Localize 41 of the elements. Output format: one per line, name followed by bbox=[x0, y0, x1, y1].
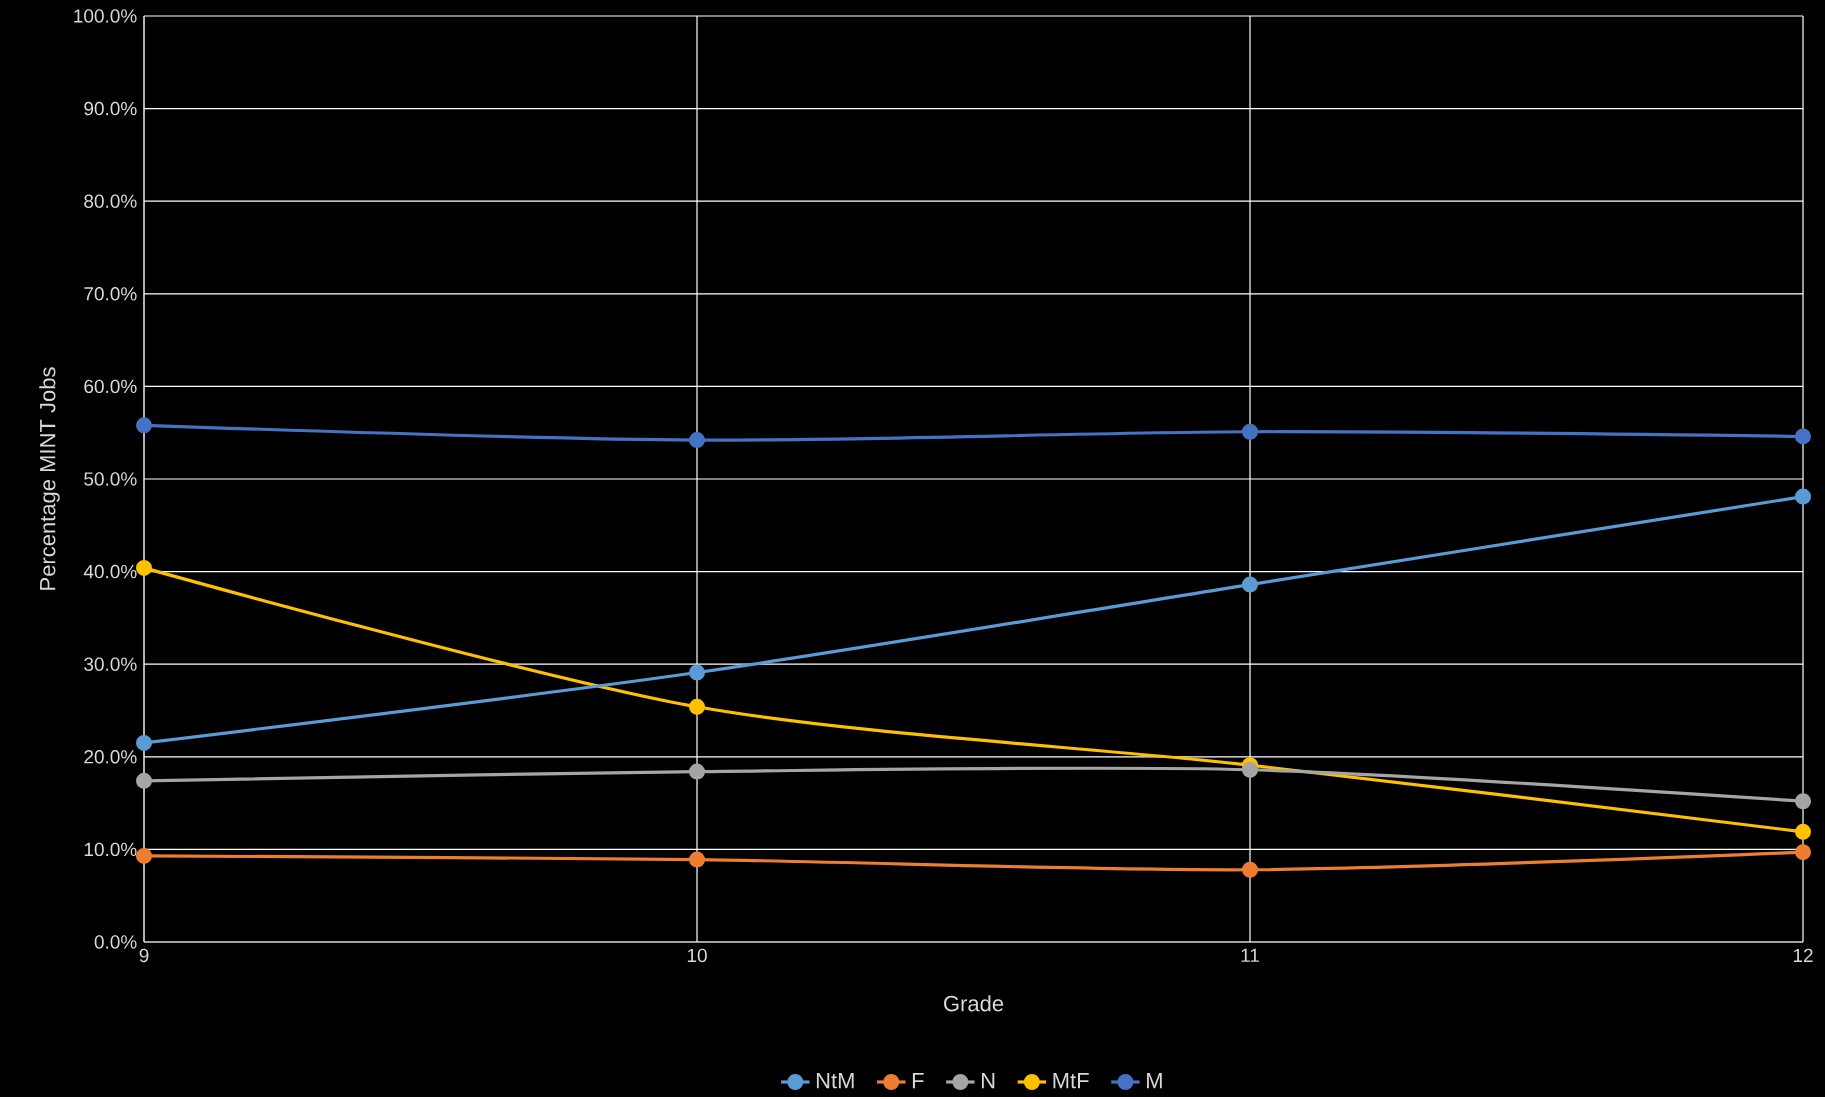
legend-label: N bbox=[981, 1073, 995, 1089]
point bbox=[689, 851, 706, 868]
y-tick-label: 50.0% bbox=[84, 472, 137, 486]
point bbox=[136, 559, 152, 576]
point bbox=[1795, 428, 1812, 445]
point bbox=[1242, 761, 1259, 778]
point bbox=[1242, 576, 1259, 593]
point bbox=[1795, 488, 1812, 505]
x-tick-label: 9 bbox=[139, 948, 149, 963]
point bbox=[1795, 823, 1812, 840]
point bbox=[689, 763, 706, 780]
y-tick-label: 100.0% bbox=[74, 9, 137, 23]
y-tick-label: 0.0% bbox=[94, 935, 137, 949]
y-tick-label: 10.0% bbox=[84, 842, 137, 857]
y-tick-label: 70.0% bbox=[84, 287, 137, 301]
y-tick-label: 90.0% bbox=[84, 101, 137, 116]
point bbox=[1795, 793, 1812, 810]
point bbox=[136, 417, 152, 434]
x-tick-label: 10 bbox=[687, 948, 707, 963]
point bbox=[689, 664, 706, 681]
point bbox=[136, 734, 152, 751]
y-tick-label: 40.0% bbox=[83, 564, 137, 579]
point bbox=[1795, 844, 1812, 861]
y-tick-label: 20.0% bbox=[84, 750, 137, 764]
legend-label: M bbox=[1147, 1073, 1162, 1089]
x-tick-label: 11 bbox=[1241, 948, 1259, 962]
point bbox=[689, 698, 706, 715]
point bbox=[136, 847, 152, 864]
x-tick-label: 12 bbox=[1793, 948, 1813, 962]
x-axis-title: Grade bbox=[944, 995, 1004, 1012]
y-axis-title: Percentage MINT Jobs bbox=[39, 367, 60, 590]
y-tick-label: 60.0% bbox=[84, 379, 137, 394]
legend-label: F bbox=[912, 1073, 924, 1089]
y-tick-label: 80.0% bbox=[84, 194, 137, 208]
point bbox=[1242, 423, 1259, 440]
point bbox=[689, 432, 706, 449]
legend-label: NtM bbox=[816, 1073, 854, 1089]
legend-label: MtF bbox=[1053, 1073, 1089, 1089]
y-tick-label: 30.0% bbox=[84, 657, 137, 671]
point bbox=[136, 772, 152, 789]
point bbox=[1242, 861, 1259, 878]
